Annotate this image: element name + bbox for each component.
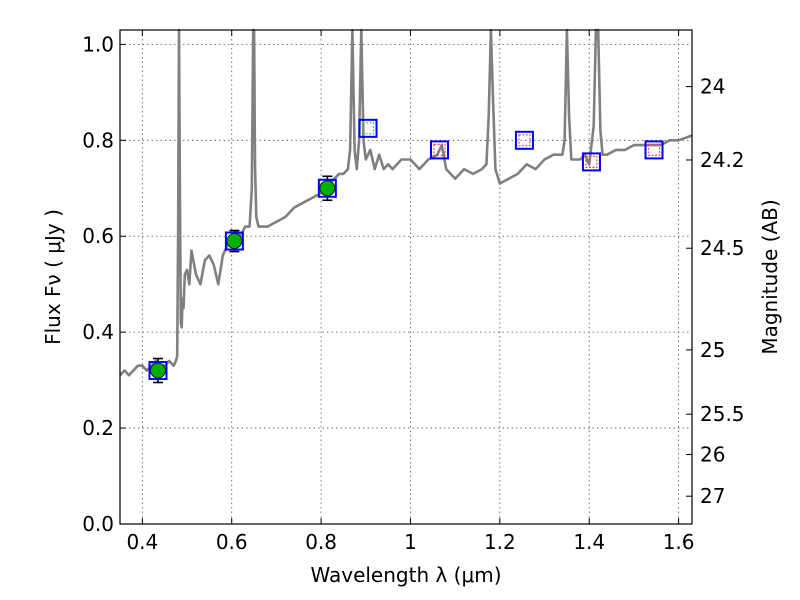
y-tick-label: 0.4 xyxy=(82,320,114,344)
y-tick-label: 0.6 xyxy=(82,224,114,248)
y-tick-label: 1.0 xyxy=(82,32,114,56)
right-axis-label: Magnitude (AB) xyxy=(758,199,782,354)
grid-lines xyxy=(120,30,692,525)
right-tick-label: 24 xyxy=(700,75,725,99)
model-inner-box xyxy=(433,143,446,157)
plot-frame xyxy=(119,29,693,525)
right-tick-labels: 24 24.2 24.5 25 25.5 26 27 xyxy=(700,75,745,509)
right-tick-label: 24.2 xyxy=(700,148,745,172)
observed-point xyxy=(150,362,166,379)
model-box xyxy=(430,140,450,160)
y-tick-label: 0.8 xyxy=(82,128,114,152)
right-tick-label: 25 xyxy=(700,338,725,362)
x-tick-label: 0.4 xyxy=(126,530,158,554)
x-tick-label: 0.6 xyxy=(216,530,248,554)
model-box xyxy=(317,178,337,198)
model-inner-box xyxy=(361,122,375,135)
model-box xyxy=(581,152,601,172)
x-tick-label: 1.2 xyxy=(484,530,516,554)
y-tick-label: 0.0 xyxy=(82,512,114,536)
x-axis-label: Wavelength λ (μm) xyxy=(310,563,501,587)
x-tick-labels: 0.4 0.6 0.8 1 1.2 1.4 1.6 xyxy=(126,530,694,554)
model-inner-box xyxy=(647,143,661,157)
right-tick-label: 26 xyxy=(700,442,725,466)
model-box xyxy=(148,361,168,381)
right-tick-label: 24.5 xyxy=(700,236,745,260)
x-tick-label: 0.8 xyxy=(305,530,337,554)
y-axis-label: Flux Fν ( μJy ) xyxy=(41,209,65,345)
right-tick-label: 27 xyxy=(700,484,725,508)
observed-point xyxy=(319,180,336,197)
x-tick-label: 1.4 xyxy=(573,530,605,554)
model-box xyxy=(644,140,664,160)
y-tick-label: 0.2 xyxy=(82,416,114,440)
observed-point xyxy=(226,233,243,249)
model-box xyxy=(224,231,244,251)
tick-marks xyxy=(120,30,692,525)
model-box xyxy=(514,130,534,150)
x-tick-label: 1 xyxy=(404,530,417,554)
model-inner-box xyxy=(518,134,531,147)
model-box xyxy=(358,118,378,138)
spectrum-layer xyxy=(119,28,693,377)
model-inner-box xyxy=(585,155,598,168)
x-tick-label: 1.6 xyxy=(663,530,695,554)
right-tick-label: 25.5 xyxy=(700,402,745,426)
photometry-layer xyxy=(148,118,664,384)
spectrum-line xyxy=(119,28,693,377)
y-tick-labels: 0.0 0.2 0.4 0.6 0.8 1.0 xyxy=(82,32,114,536)
